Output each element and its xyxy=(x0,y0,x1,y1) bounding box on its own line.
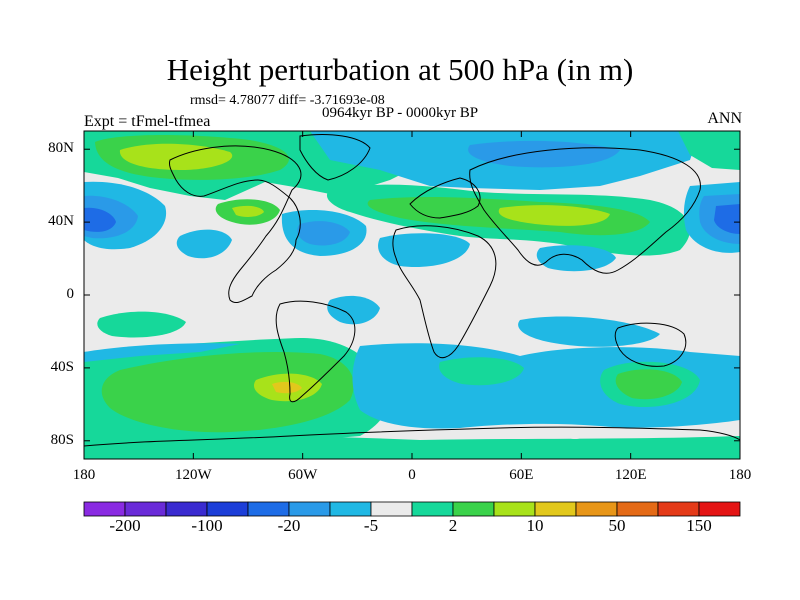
colorbar-label: 2 xyxy=(448,516,458,535)
colorbar-swatch xyxy=(329,501,372,517)
contour-lime-asia xyxy=(498,205,610,226)
contour-lime-atlantic xyxy=(232,205,264,217)
map-title: Height perturbation at 500 hPa (in m) xyxy=(166,52,634,87)
contour-blue-south-america-east xyxy=(327,295,380,325)
period-text: 0964kyr BP - 0000kyr BP xyxy=(322,105,479,121)
colorbar-label: -100 xyxy=(191,516,223,535)
contour-dark-blue-north-pacific-east xyxy=(714,204,740,234)
x-tick-label: 0 xyxy=(408,467,416,483)
colorbar-swatch xyxy=(124,501,167,517)
axis-ticks xyxy=(83,131,741,459)
x-tick-label: 180 xyxy=(728,467,752,483)
colorbar-label: 10 xyxy=(526,516,544,535)
colorbar-label: -20 xyxy=(277,516,301,535)
contour-green-south-indian-core xyxy=(615,369,682,400)
x-tick-label: 180 xyxy=(72,467,96,483)
coastline-antarctica xyxy=(84,426,740,447)
x-tick-label: 60W xyxy=(288,467,318,483)
contour-blue-indian-ocean xyxy=(518,316,660,347)
colorbar-swatch xyxy=(288,501,331,517)
contour-teal-pacific-north xyxy=(678,131,740,170)
contour-teal-tropical-pacific xyxy=(97,311,186,338)
x-tick-label: 120W xyxy=(174,467,212,483)
contour-field xyxy=(84,131,740,459)
contour-teal-south-africa xyxy=(439,357,524,386)
contour-neutral-antarctic-patch xyxy=(566,429,584,439)
season-label: ANN xyxy=(707,110,742,127)
y-tick-label: 0 xyxy=(66,286,75,302)
experiment-label: Expt = tFmel-tfmea xyxy=(84,113,211,130)
contour-yellow-south-america xyxy=(272,381,302,394)
colorbar-label: -200 xyxy=(109,516,141,535)
contour-darker-blue-central-atlantic xyxy=(297,221,350,246)
contour-green-southern-pacific xyxy=(101,351,354,433)
colorbar-label: 150 xyxy=(686,516,712,535)
contour-blue-southern-ocean xyxy=(84,343,240,362)
colorbar-swatch xyxy=(247,501,290,517)
y-tick-label: 40S xyxy=(50,358,74,375)
colorbar-swatch xyxy=(452,501,495,517)
colorbar xyxy=(83,501,741,517)
contour-dark-blue-north-pacific-west xyxy=(84,207,116,232)
coastlines xyxy=(84,134,740,447)
colorbar-swatch xyxy=(165,501,208,517)
colorbar-swatch xyxy=(616,501,659,517)
y-tick-label: 40N xyxy=(48,213,74,230)
contour-blue-north-africa xyxy=(378,233,470,268)
colorbar-swatch xyxy=(83,501,126,517)
coastline-australia xyxy=(614,322,687,367)
coastline-europe xyxy=(409,177,481,219)
y-tick-label: 80S xyxy=(50,431,74,448)
colorbar-swatch xyxy=(206,501,249,517)
x-tick-label: 120E xyxy=(614,467,647,483)
y-tick-label: 80N xyxy=(48,140,74,157)
colorbar-swatch xyxy=(698,501,741,517)
colorbar-swatch xyxy=(370,501,413,517)
contour-blue-india xyxy=(536,245,616,272)
colorbar-label: -5 xyxy=(363,516,379,535)
coastline-north-america xyxy=(169,145,302,303)
colorbar-swatch xyxy=(657,501,700,517)
x-tick-label: 60E xyxy=(509,467,534,483)
stats-text: rmsd= 4.78077 diff= -3.71693e-08 xyxy=(190,93,385,108)
colorbar-swatch xyxy=(493,501,536,517)
contour-blue-north-america-south xyxy=(176,229,232,259)
contour-teal-antarctic xyxy=(84,435,740,459)
colorbar-label: 50 xyxy=(608,516,626,535)
colorbar-swatch xyxy=(411,501,454,517)
colorbar-swatch xyxy=(534,501,577,517)
coastline-asia xyxy=(469,147,701,274)
coastline-africa xyxy=(392,225,497,359)
coastline-greenland xyxy=(299,134,371,181)
colorbar-swatch xyxy=(575,501,618,517)
coastline-south-america xyxy=(275,300,356,403)
